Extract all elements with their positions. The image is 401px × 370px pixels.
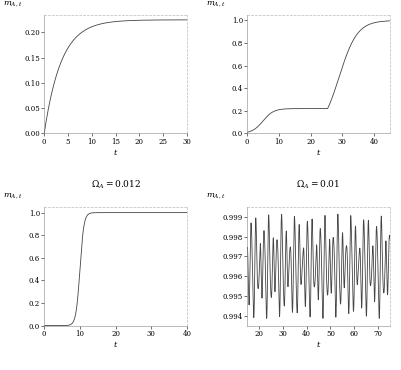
Y-axis label: $m_{A,t}$: $m_{A,t}$ <box>205 192 225 201</box>
X-axis label: $t$: $t$ <box>315 339 320 349</box>
X-axis label: $t$: $t$ <box>113 147 118 157</box>
Text: $\Omega_A = 0.01$: $\Omega_A = 0.01$ <box>296 178 340 191</box>
Text: $\Omega_A = 0.012$: $\Omega_A = 0.012$ <box>90 178 140 191</box>
Y-axis label: $m_{A,t}$: $m_{A,t}$ <box>3 192 22 201</box>
X-axis label: $t$: $t$ <box>113 339 118 349</box>
X-axis label: $t$: $t$ <box>315 147 320 157</box>
Y-axis label: $m_{A,t}$: $m_{A,t}$ <box>205 0 225 9</box>
Y-axis label: $m_{A,t}$: $m_{A,t}$ <box>3 0 22 9</box>
